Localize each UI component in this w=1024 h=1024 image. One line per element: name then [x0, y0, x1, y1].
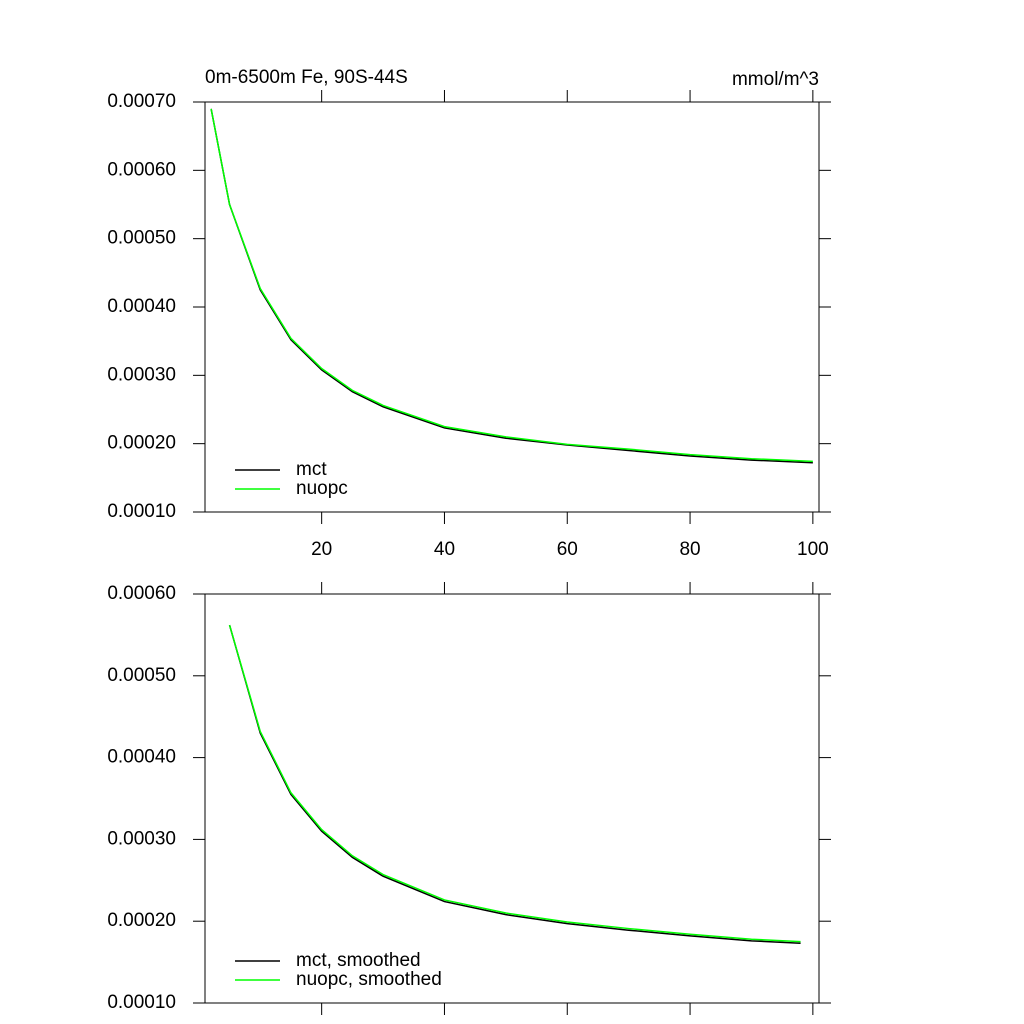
- x-tick-label: 20: [311, 539, 332, 560]
- y-tick-label: 0.00010: [107, 501, 176, 522]
- x-tick-label: 60: [557, 539, 578, 560]
- plot-frame: [204, 593, 820, 1004]
- x-tick-label: 100: [797, 539, 829, 560]
- legend-label: mct, smoothed: [296, 950, 421, 971]
- legend-label: nuopc, smoothed: [296, 969, 442, 990]
- chart-title: 0m-6500m Fe, 90S-44S: [205, 67, 408, 88]
- series-line: [210, 108, 813, 463]
- y-tick-label: 0.00060: [107, 159, 176, 180]
- y-tick-label: 0.00030: [107, 364, 176, 385]
- y-tick-label: 0.00030: [107, 828, 176, 849]
- units-label: mmol/m^3: [732, 69, 819, 90]
- legend-label: mct: [296, 459, 327, 480]
- x-tick-label: 40: [434, 539, 455, 560]
- series-line: [210, 108, 813, 464]
- y-tick-label: 0.00010: [107, 992, 176, 1013]
- x-tick-label: 80: [679, 539, 700, 560]
- y-tick-label: 0.00040: [107, 747, 176, 768]
- y-tick-label: 0.00040: [107, 296, 176, 317]
- y-tick-label: 0.00020: [107, 433, 176, 454]
- y-tick-label: 0.00050: [107, 228, 176, 249]
- y-tick-label: 0.00050: [107, 665, 176, 686]
- series-line: [228, 624, 801, 943]
- y-tick-label: 0.00020: [107, 910, 176, 931]
- y-tick-label: 0.00070: [107, 91, 176, 112]
- plot-frame: [204, 101, 820, 513]
- legend-label: nuopc: [296, 478, 348, 499]
- series-line: [228, 624, 801, 945]
- y-tick-label: 0.00060: [107, 583, 176, 604]
